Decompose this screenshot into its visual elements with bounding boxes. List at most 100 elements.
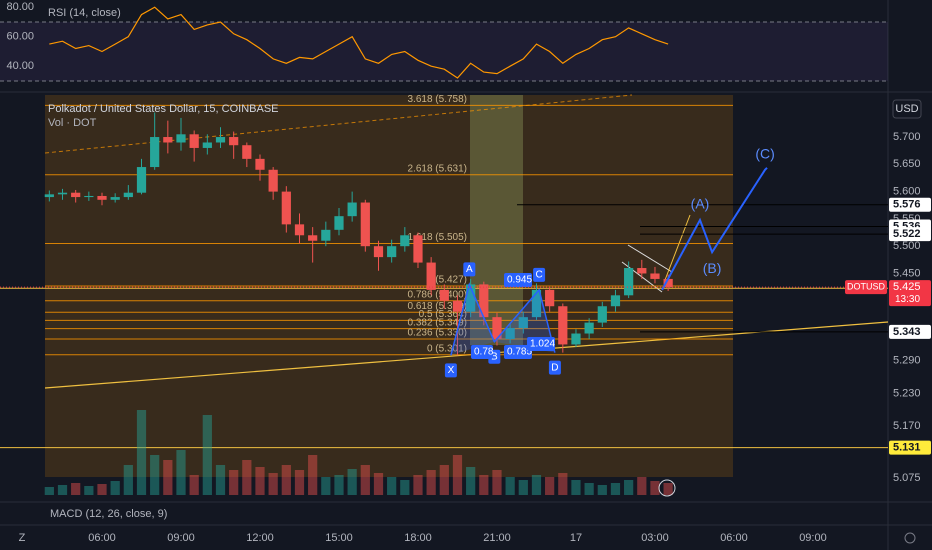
currency-button[interactable] [892, 99, 922, 119]
countdown-label: 13:30 [895, 294, 920, 305]
volume-bar [347, 469, 357, 495]
date-range-box [470, 95, 523, 345]
volume-bar [202, 415, 212, 495]
candle-body [624, 268, 634, 296]
ratio-label: 1.024 [530, 339, 555, 350]
candle-body [439, 289, 449, 301]
volume-bar [215, 465, 226, 495]
x-tick-label: 03:00 [641, 532, 669, 544]
volume-bar [650, 481, 660, 495]
settings-icon[interactable] [904, 532, 916, 544]
candle-body [57, 192, 68, 195]
volume-bar [400, 480, 410, 495]
y-tick-label: 5.500 [893, 240, 921, 252]
symbol-label: DOTUSD [847, 282, 886, 292]
price-badge [889, 197, 931, 212]
candle-body [597, 306, 607, 323]
rsi-tick-label: 60.00 [6, 31, 34, 43]
pattern-point-box [463, 262, 476, 277]
ratio-box [504, 273, 532, 287]
volume-bar [229, 470, 239, 495]
x-tick-label: 09:00 [167, 532, 195, 544]
candle-body [215, 137, 226, 143]
pattern-point-box [444, 363, 457, 378]
candle-body [321, 229, 331, 241]
candle-body [136, 167, 147, 193]
wave-line [661, 167, 768, 291]
y-tick-label: 5.600 [893, 186, 921, 198]
price-badge-label: 5.522 [893, 228, 921, 240]
candle-body [373, 246, 384, 258]
candle-body [84, 195, 94, 198]
projection-line [664, 214, 691, 281]
pattern-point-label: A [466, 264, 473, 275]
candle-body [189, 134, 199, 148]
volume-bar [452, 455, 463, 495]
volume-bar [545, 477, 555, 495]
volume-bar [360, 465, 370, 495]
volume-bar [505, 477, 515, 495]
volume-bar [150, 455, 160, 495]
volume-bar [44, 487, 54, 495]
volume-bar [97, 484, 107, 495]
candle-body [281, 191, 291, 225]
pattern-point-label: B [491, 351, 498, 362]
volume-bar [571, 480, 581, 495]
pattern-point-label: C [535, 269, 542, 280]
candle-body [545, 289, 555, 307]
x-tick-label: 18:00 [404, 532, 432, 544]
candle-body [571, 333, 581, 345]
wave-label: (C) [755, 145, 774, 161]
fib-label: 0.5 (5.364) [419, 309, 467, 320]
rsi-band [0, 21, 888, 82]
volume-bar [610, 483, 621, 495]
last-price-label: 5.425 [893, 281, 921, 293]
candle-body [242, 145, 252, 159]
volume-bar [624, 480, 634, 495]
ratio-label: 0.78 [474, 347, 494, 358]
volume-bar [189, 475, 199, 495]
replay-icon[interactable] [658, 479, 676, 497]
x-tick-label: 15:00 [325, 532, 353, 544]
volume-bar [294, 470, 305, 495]
candle-body [360, 202, 370, 247]
currency[interactable]: USD [895, 103, 918, 115]
volume-bar [308, 455, 318, 495]
volume-bar [597, 485, 607, 495]
pattern-point-label: X [448, 365, 455, 376]
candle-body [347, 202, 357, 217]
candle-body [150, 137, 160, 168]
volume-bar [334, 475, 344, 495]
candle-body [163, 137, 173, 143]
candle-body [650, 273, 660, 279]
rsi-title: RSI (14, close) [48, 7, 121, 19]
price-badge-label: 5.131 [893, 442, 921, 454]
volume-bar [558, 473, 568, 495]
pattern-fill [494, 289, 555, 353]
candle-body [466, 284, 476, 312]
volume-label: Vol · DOT [48, 117, 97, 129]
wave-label: (B) [703, 260, 722, 276]
pattern-point-label: D [551, 362, 558, 373]
fib-label: 1.618 (5.505) [408, 232, 468, 243]
chart-title: Polkadot / United States Dollar, 15, COI… [48, 103, 279, 115]
price-badge [889, 324, 931, 339]
volume-bar [281, 465, 291, 495]
last-price-badge [889, 280, 931, 307]
candle-body [202, 142, 212, 148]
ratio-label: 0.785 [507, 347, 532, 358]
ratio-label: 0.945 [507, 275, 532, 286]
candle-body [334, 216, 344, 230]
rsi-line [49, 6, 669, 79]
x-tick-label: 17 [570, 532, 582, 544]
volume-bar [255, 467, 265, 495]
candle-body [400, 235, 410, 247]
pattern-line [450, 282, 556, 356]
candle-body [663, 278, 673, 288]
candle-body [558, 306, 568, 345]
volume-bar [584, 483, 594, 495]
volume-bar [531, 475, 542, 495]
candle-body [308, 235, 318, 241]
x-tick-label: 09:00 [799, 532, 827, 544]
